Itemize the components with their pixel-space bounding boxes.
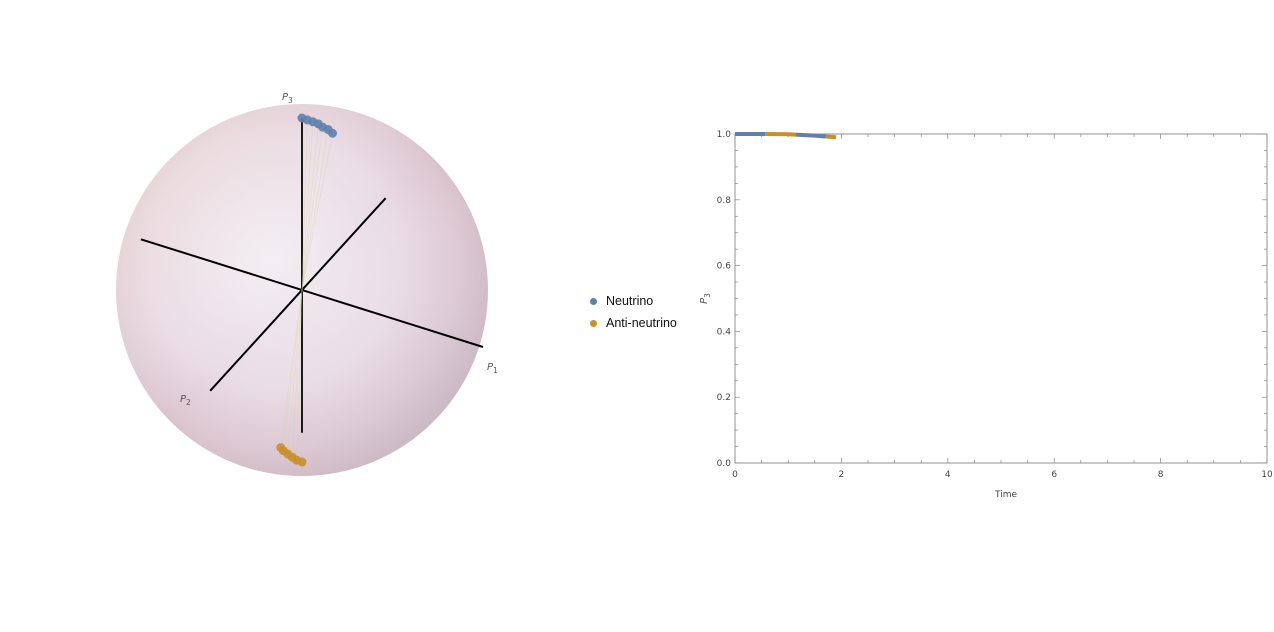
y-tick-label-0: 0.0 [717,459,732,469]
x-tick-label-6: 6 [1051,470,1057,480]
x-tick-label-8: 8 [1158,470,1164,480]
ray-anti-neutrino-5 [280,289,303,448]
bloch-sphere-svg: P1 P2 P3 [116,92,498,476]
y-tick-label-1: 0.2 [717,393,731,403]
ray-neutrino-6 [301,133,333,291]
point-neutrino-6 [328,128,338,138]
ray-neutrino-4 [301,127,323,291]
y-axis-label: P3 [699,293,712,304]
x-tick-label-4: 4 [945,470,951,480]
p3-time-svg: 0 2 4 6 8 10 0.0 0.2 0.4 0.6 0.8 1.0 Time P3 [699,130,1273,500]
axis-label-p2: P2 [180,394,191,407]
axis-p2 [209,197,387,392]
series-line-anti-neutrino [735,132,837,140]
ray-neutrino-3 [301,123,319,291]
ray-neutrino-1 [301,119,308,291]
y-tick-label-5: 1.0 [717,130,732,140]
bloch-sphere-chart: P1 P2 P3 [0,0,620,628]
legend-swatch-neutrino [590,297,597,305]
y-tick-label-4: 0.8 [717,196,732,206]
legend: Neutrino Anti-neutrino [590,290,677,334]
y-axis-label-group: P3 [699,293,712,304]
plot-frame [734,133,1268,464]
x-tick-label-2: 2 [839,470,845,480]
x-tick-label-0: 0 [732,470,738,480]
y-tick-label-3: 0.6 [717,262,732,272]
ray-anti-neutrino-1 [296,289,303,461]
x-tick-label-10: 10 [1261,470,1273,480]
legend-item-anti-neutrino: Anti-neutrino [590,312,677,334]
y-tick-label-2: 0.4 [717,327,732,337]
point-anti-neutrino-5 [276,443,286,453]
ray-anti-neutrino-4 [283,289,303,451]
ray-neutrino-5 [301,129,329,291]
axis-label-p1: P1 [487,362,498,375]
axis-label-p3: P3 [282,92,293,105]
axis-p1 [140,238,484,348]
ray-anti-neutrino-2 [291,289,303,458]
legend-item-neutrino: Neutrino [590,290,677,312]
legend-swatch-anti-neutrino [590,319,597,327]
series-line-neutrino [735,132,837,140]
p3-time-chart: 0 2 4 6 8 10 0.0 0.2 0.4 0.6 0.8 1.0 Time P3 [690,110,1274,510]
legend-label-anti-neutrino: Anti-neutrino [606,316,677,330]
legend-label-neutrino: Neutrino [606,294,654,308]
x-axis-label: Time [994,490,1017,500]
ray-neutrino-2 [301,121,314,291]
ray-anti-neutrino-3 [287,289,303,454]
